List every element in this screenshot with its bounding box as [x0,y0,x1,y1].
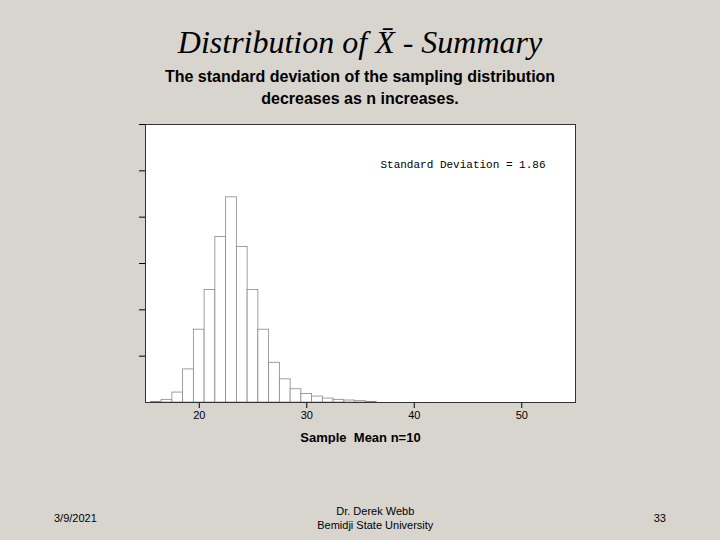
html-text:Distribution of X̄ - Summary: Distribution of X̄ - Summary [177,24,543,60]
html-text:The standard deviation of the: The standard deviation of the sampling d… [164,68,556,85]
html-text:3/9/2021: 3/9/2021 [54,512,97,524]
html-text:Bemidji State University: Bemidji State University [317,519,434,531]
svg-text:30: 30 [301,409,313,421]
svg-text:50: 50 [516,409,528,421]
html-text:decreases as n increases.: decreases as n increases. [261,90,459,107]
html-text:Dr. Derek Webb: Dr. Derek Webb [336,505,415,517]
svg-text:Standard Deviation = 1.86: Standard Deviation = 1.86 [380,159,545,171]
html-text:33: 33 [653,512,666,524]
svg-text:40: 40 [408,409,420,421]
svg-text:20: 20 [193,409,205,421]
svg-text:Sample Mean n=10: Sample Mean n=10 [300,430,420,445]
